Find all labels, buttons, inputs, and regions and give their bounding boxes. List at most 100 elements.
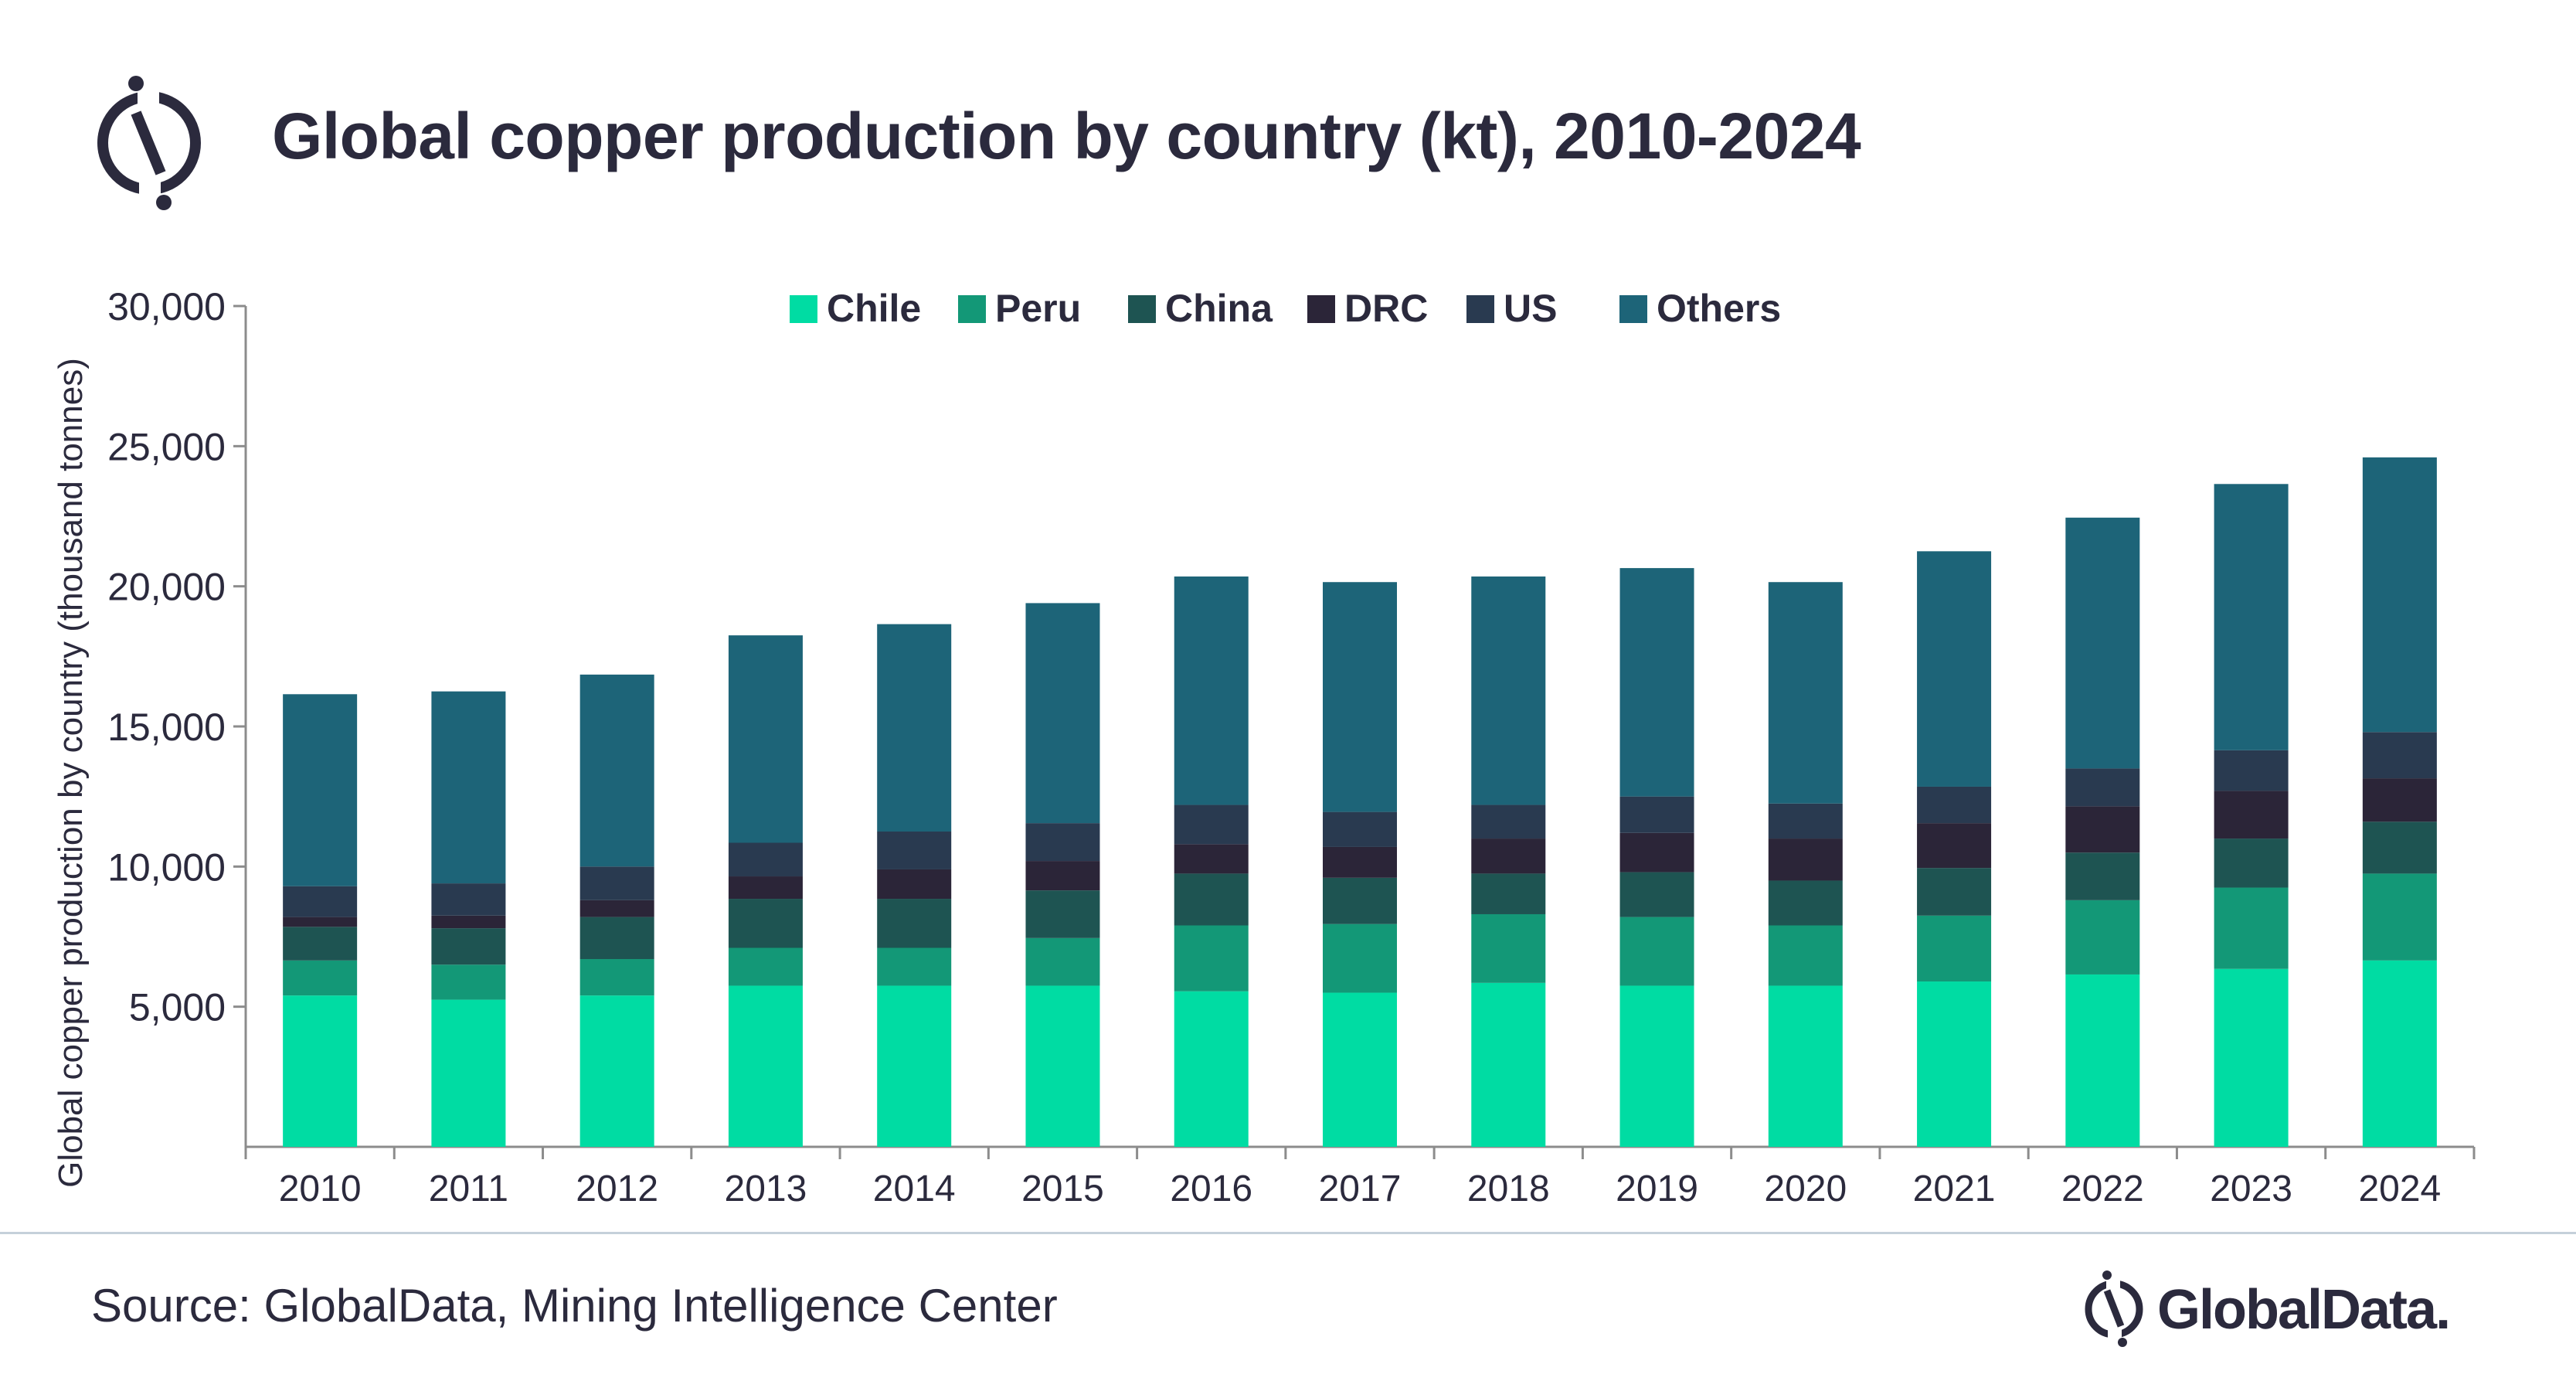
- bar-segment-chile-2018: [1471, 982, 1546, 1147]
- x-tick-label: 2010: [279, 1168, 362, 1209]
- divider: [0, 1232, 2576, 1234]
- x-tick-label: 2017: [1319, 1168, 1402, 1209]
- bar-segment-chile-2010: [283, 995, 358, 1147]
- x-tick-label: 2021: [1913, 1168, 1996, 1209]
- bar-segment-us-2020: [1768, 803, 1843, 839]
- globaldata-mark-icon: [2085, 1270, 2143, 1347]
- bar-segment-others-2011: [431, 691, 506, 884]
- bar-segment-us-2018: [1471, 804, 1546, 839]
- bar-segment-china-2022: [2065, 852, 2140, 900]
- bar-segment-drc-2017: [1323, 846, 1397, 878]
- y-tick-label: 10,000: [107, 845, 226, 889]
- bar-segment-china-2013: [728, 899, 803, 948]
- bar-segment-us-2016: [1174, 804, 1249, 845]
- bar-segment-others-2017: [1323, 582, 1397, 812]
- bar-segment-peru-2019: [1619, 917, 1694, 986]
- x-tick-label: 2018: [1467, 1168, 1550, 1209]
- bar-segment-china-2015: [1025, 890, 1100, 938]
- bar-segment-chile-2012: [579, 995, 654, 1147]
- legend-label-china: China: [1165, 287, 1273, 330]
- legend-swatch-china: [1128, 295, 1156, 323]
- bar-segment-china-2019: [1619, 872, 1694, 917]
- bar-segment-us-2013: [728, 842, 803, 877]
- x-tick-label: 2022: [2061, 1168, 2144, 1209]
- bar-segment-china-2018: [1471, 873, 1546, 914]
- bar-segment-drc-2019: [1619, 832, 1694, 872]
- bar-segment-us-2012: [579, 866, 654, 900]
- legend-label-drc: DRC: [1344, 287, 1428, 330]
- bar-segment-others-2018: [1471, 576, 1546, 805]
- bar-segment-china-2024: [2362, 821, 2437, 874]
- bar-segment-peru-2017: [1323, 924, 1397, 993]
- x-tick-label: 2023: [2210, 1168, 2292, 1209]
- bar-segment-others-2016: [1174, 576, 1249, 805]
- bar-segment-us-2011: [431, 883, 506, 916]
- bar-segment-drc-2018: [1471, 838, 1546, 874]
- stacked-bar-chart: 5,000 10,000 15,000 20,000 25,000 30,000 Globa…: [52, 285, 2476, 1209]
- bar-segment-drc-2024: [2362, 778, 2437, 822]
- legend-swatch-drc: [1307, 295, 1335, 323]
- bar-segment-drc-2015: [1025, 861, 1100, 891]
- bar-segment-china-2011: [431, 928, 506, 965]
- bar-segment-chile-2021: [1917, 981, 1992, 1147]
- legend-label-chile: Chile: [827, 287, 921, 330]
- bar-segment-us-2023: [2214, 750, 2289, 791]
- bar-segment-chile-2016: [1174, 991, 1249, 1147]
- bar-segment-others-2013: [728, 635, 803, 843]
- bar-segment-chile-2020: [1768, 985, 1843, 1147]
- bar-segment-us-2022: [2065, 768, 2140, 807]
- bar-segment-chile-2022: [2065, 974, 2140, 1147]
- y-tick-label: 25,000: [107, 425, 226, 468]
- bar-segment-others-2023: [2214, 484, 2289, 750]
- y-tick-label: 5,000: [129, 986, 226, 1029]
- bar-segment-peru-2013: [728, 947, 803, 986]
- x-tick-label: 2011: [429, 1168, 508, 1209]
- bar-segment-china-2020: [1768, 880, 1843, 926]
- x-tick-label: 2024: [2358, 1168, 2441, 1209]
- bar-segment-chile-2013: [728, 985, 803, 1147]
- bar-segment-peru-2015: [1025, 937, 1100, 986]
- bar-segment-us-2024: [2362, 732, 2437, 779]
- bar-segment-china-2010: [283, 927, 358, 961]
- bar-segment-peru-2020: [1768, 925, 1843, 986]
- bar-segment-others-2012: [579, 674, 654, 867]
- bar-segment-us-2015: [1025, 823, 1100, 862]
- bar-segment-us-2017: [1323, 811, 1397, 847]
- bar-segment-others-2019: [1619, 568, 1694, 797]
- bar-segment-china-2017: [1323, 877, 1397, 924]
- legend-swatch-us: [1466, 295, 1494, 323]
- x-tick-label: 2012: [576, 1168, 658, 1209]
- legend-swatch-others: [1619, 295, 1647, 323]
- bar-segment-peru-2018: [1471, 913, 1546, 983]
- bar-segment-drc-2011: [431, 915, 506, 929]
- x-tick-label: 2014: [873, 1168, 956, 1209]
- bar-segment-us-2010: [283, 886, 358, 917]
- bar-segment-peru-2024: [2362, 873, 2437, 961]
- bar-segment-others-2021: [1917, 551, 1992, 787]
- globaldata-logo-icon: [97, 76, 201, 210]
- bar-segment-chile-2023: [2214, 968, 2289, 1147]
- x-tick-label: 2019: [1616, 1168, 1698, 1209]
- x-tick-label: 2020: [1764, 1168, 1847, 1209]
- bar-segment-drc-2022: [2065, 806, 2140, 853]
- bar-segment-drc-2023: [2214, 791, 2289, 839]
- bar-segment-peru-2021: [1917, 915, 1992, 982]
- bar-segment-peru-2010: [283, 960, 358, 996]
- y-tick-label: 30,000: [107, 285, 226, 328]
- bar-segment-china-2014: [877, 899, 952, 948]
- bar-segment-china-2012: [579, 917, 654, 960]
- bar-segment-drc-2013: [728, 876, 803, 900]
- bar-segment-china-2016: [1174, 873, 1249, 926]
- legend-swatch-chile: [790, 295, 817, 323]
- bar-segment-others-2010: [283, 694, 358, 886]
- bar-segment-others-2015: [1025, 603, 1100, 824]
- bar-segment-chile-2024: [2362, 960, 2437, 1147]
- bar-segment-drc-2014: [877, 869, 952, 900]
- bar-segment-peru-2014: [877, 947, 952, 986]
- bar-segment-others-2020: [1768, 582, 1843, 804]
- bar-segment-others-2024: [2362, 457, 2437, 733]
- bar-segment-chile-2014: [877, 985, 952, 1147]
- y-axis-title: Global copper production by country (tho…: [52, 358, 90, 1188]
- bar-segment-drc-2021: [1917, 823, 1992, 869]
- bar-segment-chile-2015: [1025, 985, 1100, 1147]
